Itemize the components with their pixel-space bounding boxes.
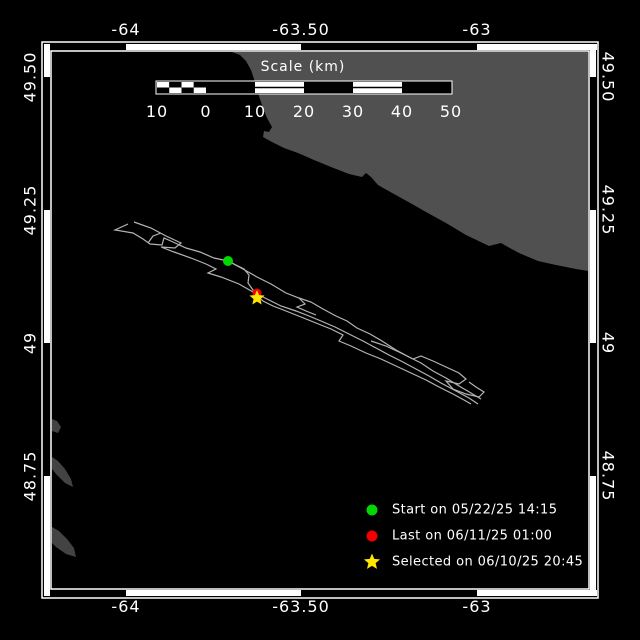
scale-bar-title: Scale (km) — [260, 59, 346, 75]
track-line[interactable] — [112, 223, 482, 400]
right-axis-label: 49.50 — [598, 51, 618, 103]
track-line[interactable] — [370, 340, 485, 398]
top-axis-label: -64 — [111, 20, 141, 39]
map-frame-outer — [41, 41, 599, 599]
selected-position-marker[interactable] — [249, 290, 265, 305]
scale-tick-label: 0 — [200, 102, 212, 121]
top-axis-label: -63.50 — [272, 20, 330, 39]
legend-label-selected: Selected on 06/10/25 20:45 — [392, 554, 584, 570]
left-axis-label: 49.25 — [20, 184, 40, 236]
right-axis-label: 48.75 — [598, 450, 618, 502]
coastline-land-patch — [52, 419, 61, 433]
track-line[interactable] — [147, 232, 162, 244]
left-axis-label: 48.75 — [20, 450, 40, 502]
scale-tick-label: 10 — [243, 102, 267, 121]
right-axis-label: 49 — [598, 331, 618, 355]
bottom-axis-label: -64 — [111, 597, 141, 616]
map-frame-inner — [50, 50, 590, 590]
frame-segment — [590, 476, 596, 596]
track-line[interactable] — [295, 297, 317, 316]
coastline-land-patch — [52, 457, 73, 487]
bottom-axis-label: -63 — [462, 597, 492, 616]
scale-tick-label: 20 — [292, 102, 316, 121]
coastline-land — [232, 52, 588, 271]
legend-circle-icon — [366, 530, 378, 542]
scale-tick-label: 10 — [145, 102, 169, 121]
legend-circle-icon — [366, 504, 378, 516]
start-position-marker[interactable] — [223, 256, 233, 266]
frame-segment — [477, 590, 597, 596]
track-line[interactable] — [227, 260, 472, 405]
track-line[interactable] — [133, 221, 479, 405]
scale-tick-label: 30 — [341, 102, 365, 121]
left-axis-label: 49.50 — [20, 51, 40, 103]
left-axis-label: 49 — [20, 331, 40, 355]
scale-tick-label: 40 — [390, 102, 414, 121]
frame-segment — [590, 210, 596, 343]
scale-bar — [155, 80, 453, 95]
frame-segment — [44, 210, 50, 343]
frame-segment — [44, 476, 50, 596]
frame-segment — [44, 44, 50, 77]
bottom-axis-label: -63.50 — [272, 597, 330, 616]
map-content — [52, 52, 588, 557]
coastline-land-patch — [52, 527, 76, 557]
right-axis-label: 49.25 — [598, 184, 618, 236]
legend-label-start: Start on 05/22/25 14:15 — [392, 502, 558, 518]
legend-star-icon — [363, 553, 381, 569]
frame-segment — [477, 44, 597, 50]
legend-label-last: Last on 06/11/25 01:00 — [392, 528, 553, 544]
frame-segment — [126, 590, 301, 596]
scale-tick-label: 50 — [439, 102, 463, 121]
frame-segment — [126, 44, 301, 50]
top-axis-label: -63 — [462, 20, 492, 39]
frame-segment — [590, 44, 596, 77]
